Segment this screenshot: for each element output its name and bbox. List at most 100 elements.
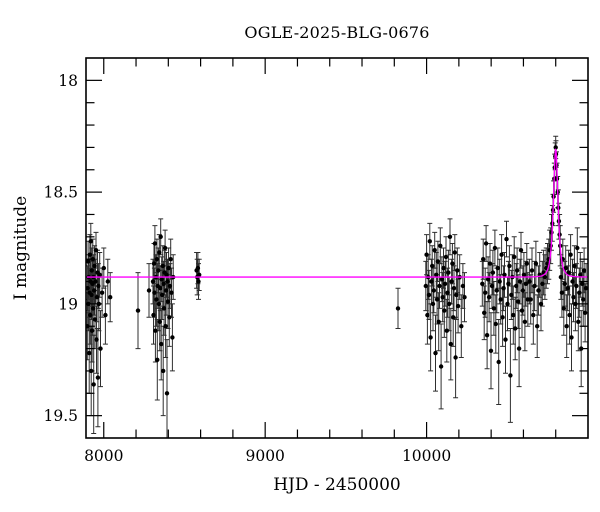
data-point — [455, 268, 460, 273]
data-point — [568, 252, 573, 257]
data-point — [103, 312, 108, 318]
data-point — [527, 279, 532, 284]
data-point — [166, 265, 171, 271]
data-point — [86, 286, 90, 291]
data-point — [157, 319, 162, 324]
data-point — [167, 315, 172, 320]
data-point — [164, 272, 169, 277]
data-point — [442, 281, 448, 286]
data-point — [90, 281, 95, 286]
data-point — [582, 310, 588, 315]
data-point — [99, 290, 105, 295]
data-point — [511, 312, 516, 318]
data-point — [576, 319, 581, 324]
data-point — [499, 252, 504, 257]
data-point — [169, 290, 174, 295]
data-point — [581, 297, 586, 302]
data-point — [196, 279, 201, 284]
data-point — [146, 288, 152, 293]
data-point — [167, 283, 173, 289]
data-point — [426, 292, 432, 298]
data-point — [425, 312, 430, 318]
data-point — [553, 145, 558, 150]
data-point — [533, 261, 539, 266]
data-point — [87, 252, 93, 257]
data-point — [572, 263, 577, 269]
data-point — [427, 239, 432, 244]
x-tick-label: 9000 — [245, 447, 284, 465]
data-point — [92, 317, 98, 322]
data-point — [395, 306, 401, 311]
data-point — [535, 324, 540, 329]
data-point — [513, 326, 518, 331]
y-tick-label: 18.5 — [43, 184, 78, 202]
x-tick-label: 8000 — [84, 447, 123, 465]
data-point — [89, 328, 95, 333]
data-point — [135, 308, 141, 313]
data-point — [165, 299, 171, 304]
data-point — [482, 310, 487, 315]
data-point — [518, 248, 524, 253]
data-point — [504, 236, 509, 242]
data-point — [438, 364, 444, 369]
data-point — [92, 263, 97, 269]
data-point — [497, 279, 502, 284]
data-point — [489, 283, 495, 289]
axis-ticks — [86, 58, 588, 438]
data-point — [105, 279, 111, 284]
data-point — [87, 350, 92, 356]
data-point — [577, 290, 582, 295]
data-point — [451, 315, 456, 320]
data-point — [460, 283, 466, 289]
data-point — [529, 268, 535, 273]
data-point — [195, 265, 201, 271]
data-point — [158, 286, 163, 291]
data-point — [449, 279, 454, 284]
data-point — [89, 292, 94, 298]
data-point — [441, 265, 446, 271]
data-point — [558, 274, 564, 280]
y-tick-label: 18 — [58, 72, 78, 90]
data-point — [108, 295, 113, 300]
data-point — [445, 290, 450, 295]
data-point — [88, 239, 94, 244]
data-point — [520, 288, 526, 293]
data-point — [459, 324, 464, 329]
data-point — [493, 321, 498, 327]
data-point — [536, 288, 541, 293]
data-point — [454, 292, 459, 298]
data-point — [95, 375, 101, 380]
data-point — [443, 254, 449, 260]
data-point — [480, 281, 485, 286]
data-point — [574, 283, 579, 289]
data-layer — [86, 135, 588, 438]
data-point — [162, 245, 168, 251]
data-point — [434, 297, 440, 302]
data-point — [444, 328, 449, 333]
data-point — [161, 281, 166, 286]
data-point — [424, 252, 429, 257]
data-point — [519, 308, 525, 313]
data-point — [159, 341, 164, 347]
data-point — [509, 292, 514, 298]
data-point — [442, 308, 447, 313]
data-point — [512, 254, 517, 260]
data-point — [89, 268, 95, 273]
data-point — [508, 373, 513, 378]
data-point — [450, 261, 455, 266]
data-point — [96, 283, 101, 289]
data-point — [561, 306, 566, 311]
data-point — [532, 283, 537, 289]
data-point — [94, 295, 100, 300]
data-point — [542, 274, 548, 280]
data-point — [523, 281, 529, 286]
data-point — [507, 263, 512, 269]
data-point — [432, 248, 437, 253]
data-point — [492, 245, 498, 251]
chart-title: OGLE-2025-BLG-0676 — [244, 23, 430, 42]
data-point — [164, 391, 170, 396]
data-point — [446, 270, 451, 275]
data-point — [455, 303, 461, 309]
